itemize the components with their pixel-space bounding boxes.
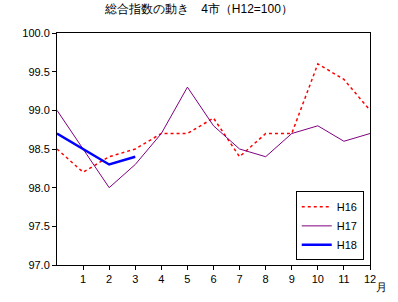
svg-text:100.0: 100.0 xyxy=(22,27,50,39)
svg-text:11: 11 xyxy=(338,273,349,285)
svg-text:7: 7 xyxy=(237,273,243,285)
svg-text:3: 3 xyxy=(132,273,138,285)
svg-text:総合指数の動き 4市（H12=100）: 総合指数の動き 4市（H12=100） xyxy=(104,2,293,16)
svg-text:2: 2 xyxy=(106,273,112,285)
svg-text:98.5: 98.5 xyxy=(28,143,49,155)
svg-text:97.5: 97.5 xyxy=(28,220,49,232)
svg-text:99.0: 99.0 xyxy=(28,104,49,116)
svg-text:12: 12 xyxy=(364,273,376,285)
svg-text:H16: H16 xyxy=(337,201,357,213)
svg-text:5: 5 xyxy=(184,273,190,285)
svg-text:H18: H18 xyxy=(337,239,357,251)
svg-text:9: 9 xyxy=(289,273,295,285)
svg-text:月: 月 xyxy=(376,281,387,293)
svg-text:10: 10 xyxy=(312,273,324,285)
svg-text:99.5: 99.5 xyxy=(28,66,49,78)
svg-text:98.0: 98.0 xyxy=(28,182,49,194)
svg-text:4: 4 xyxy=(158,273,164,285)
svg-text:97.0: 97.0 xyxy=(28,259,49,271)
svg-text:1: 1 xyxy=(80,273,86,285)
svg-text:6: 6 xyxy=(210,273,216,285)
svg-text:8: 8 xyxy=(263,273,269,285)
svg-text:H17: H17 xyxy=(337,220,357,232)
